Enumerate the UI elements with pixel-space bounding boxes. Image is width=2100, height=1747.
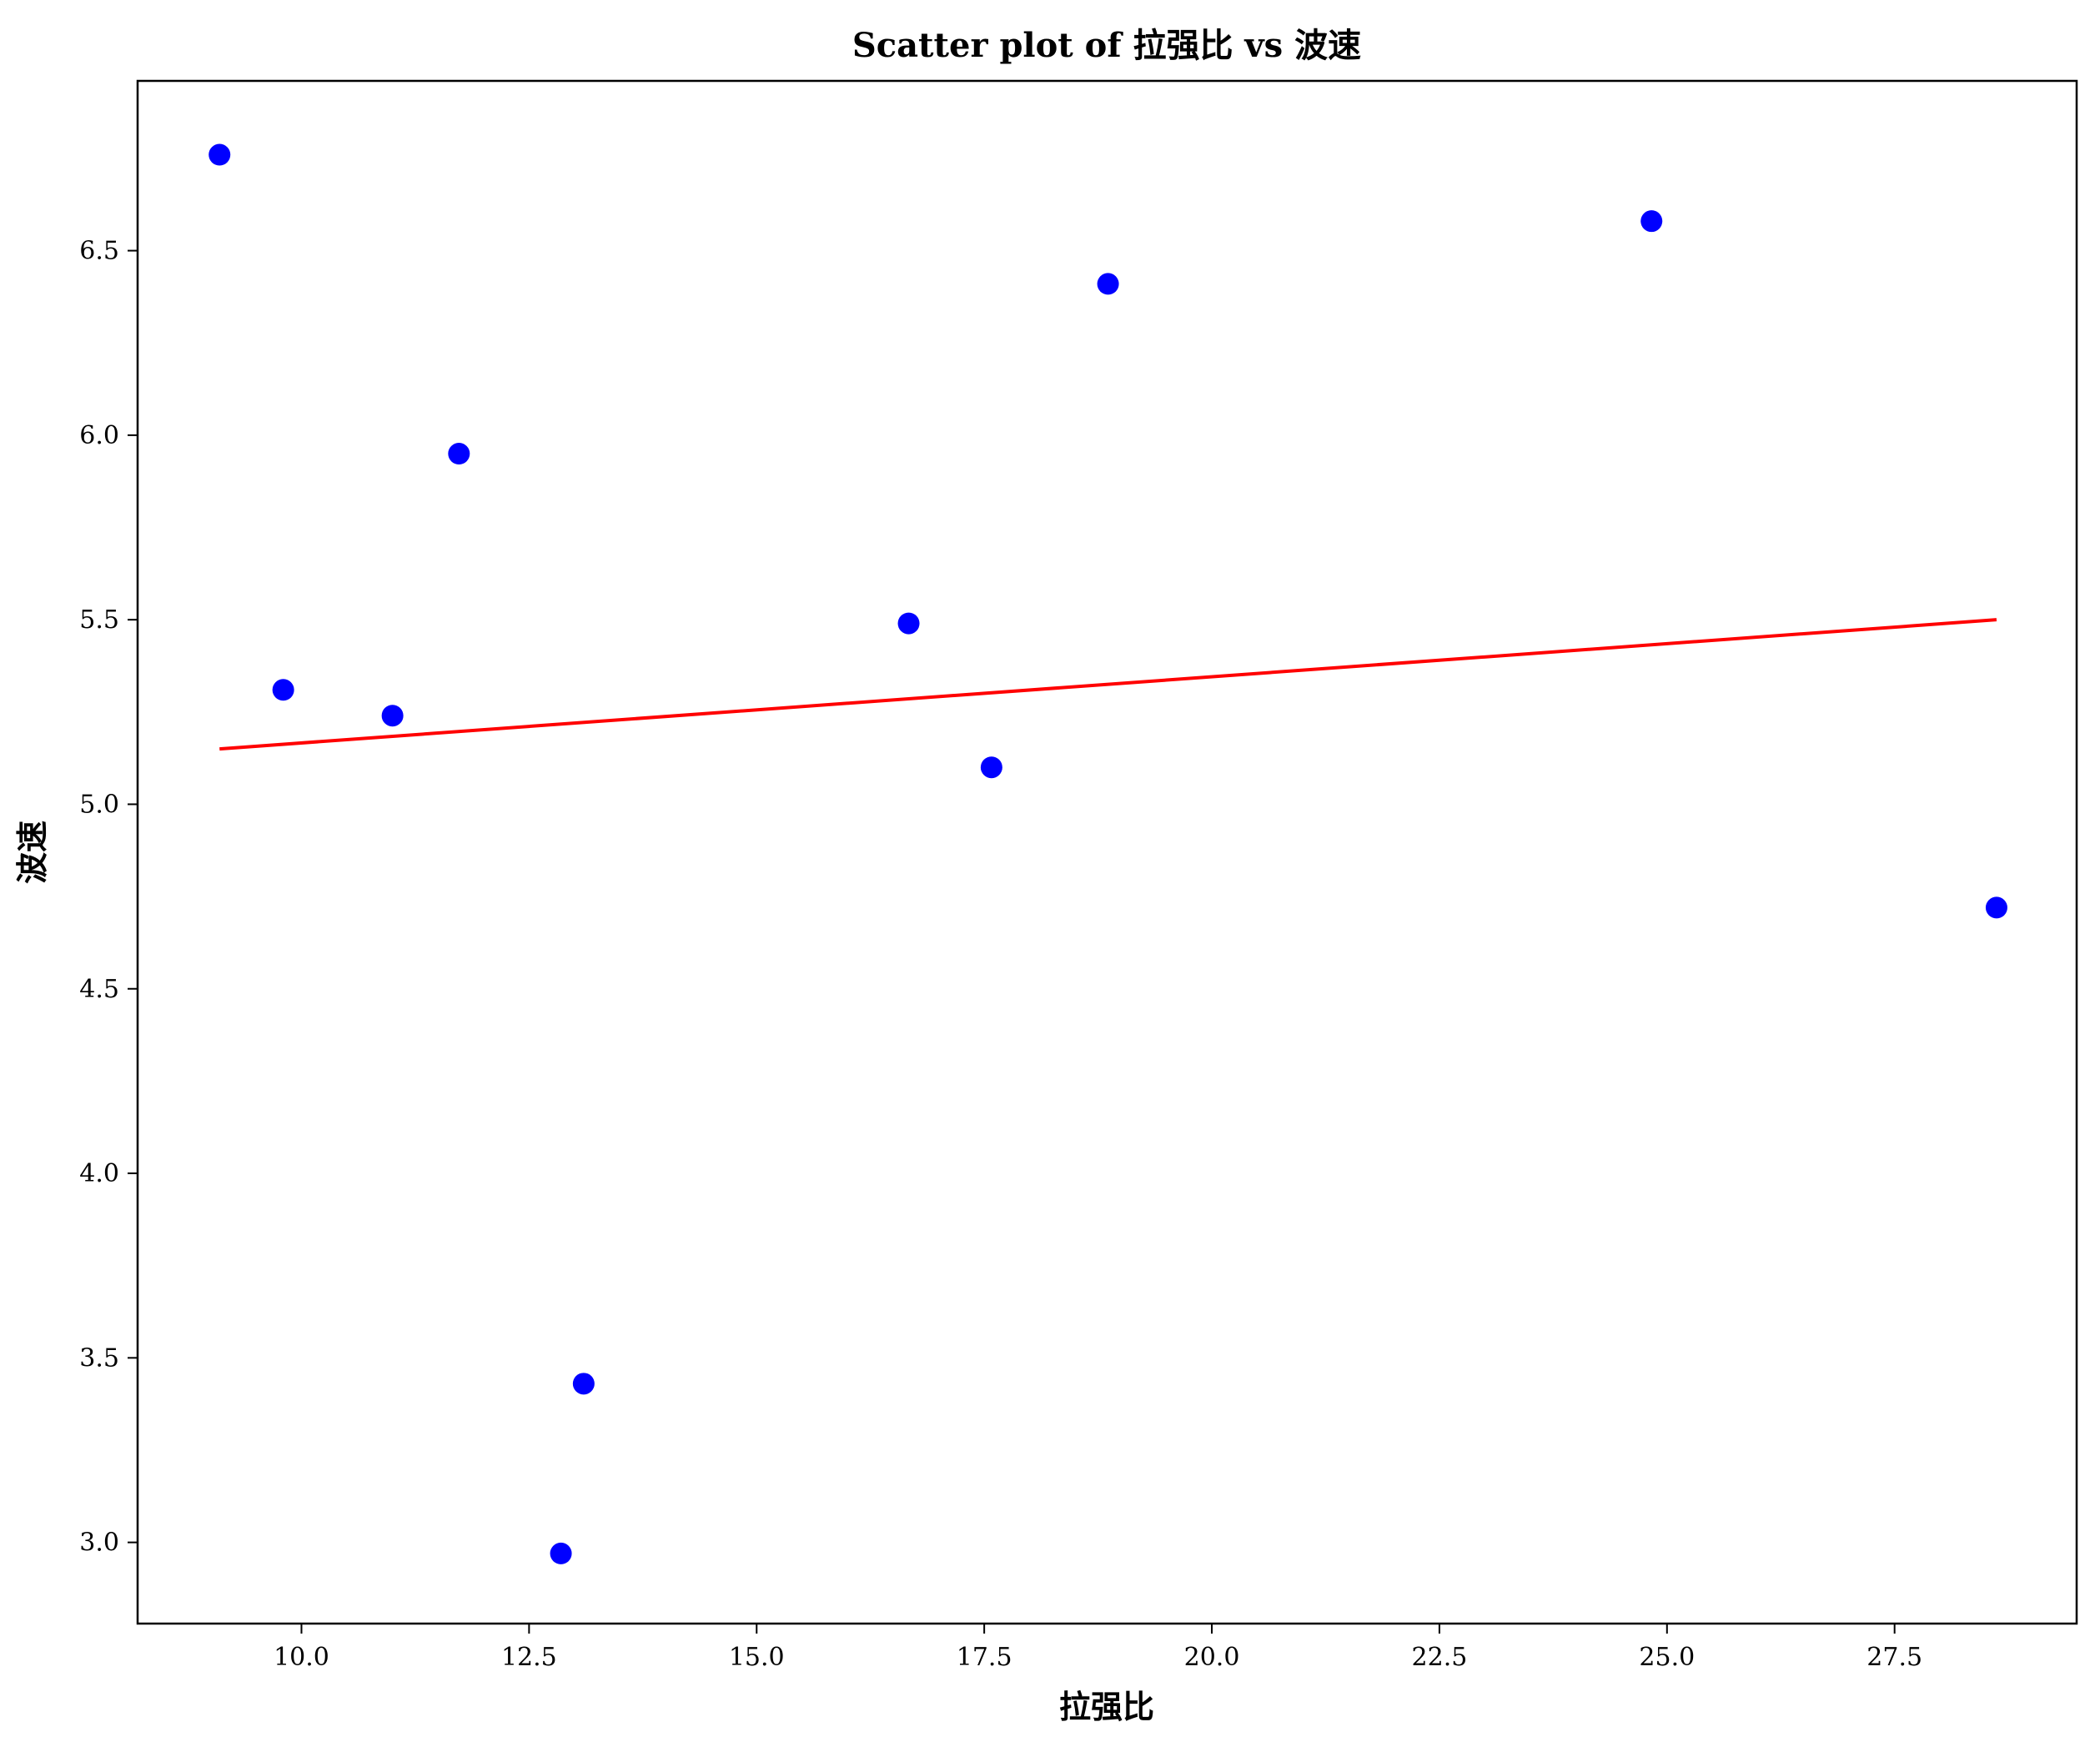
y-tick-label: 5.5 (79, 605, 119, 635)
axes-frame (136, 79, 2078, 1625)
y-tick-label: 4.0 (79, 1159, 119, 1188)
scatter-point (381, 705, 404, 727)
x-tick-label: 17.5 (957, 1643, 1012, 1672)
x-tick-label: 10.0 (274, 1643, 329, 1672)
y-tick-label: 3.5 (79, 1343, 119, 1373)
scatter-point (572, 1373, 595, 1395)
scatter-point (897, 612, 920, 635)
x-axis-label: 拉强比 (1059, 1688, 1154, 1725)
y-axis-ticks: 3.0 3.5 4.0 4.5 5.0 5.5 6.0 6.5 (79, 237, 138, 1558)
scatter-point (550, 1542, 572, 1564)
y-tick-label: 5.0 (79, 790, 119, 819)
y-tick-label: 3.0 (79, 1529, 119, 1558)
scatter-point (272, 679, 294, 701)
y-tick-label: 4.5 (79, 975, 119, 1004)
scatter-point (1985, 896, 2007, 919)
x-tick-label: 22.5 (1412, 1643, 1468, 1672)
x-tick-label: 12.5 (501, 1643, 557, 1672)
x-tick-label: 20.0 (1184, 1643, 1240, 1672)
x-tick-label: 25.0 (1639, 1643, 1695, 1672)
scatter-point (1097, 273, 1119, 295)
x-axis-ticks: 10.0 12.5 15.0 17.5 20.0 22.5 25.0 27.5 (274, 1624, 1922, 1672)
y-tick-label: 6.5 (79, 237, 119, 266)
scatter-point (980, 756, 1002, 779)
y-axis-label: 波速 (13, 821, 51, 884)
scatter-point (208, 143, 231, 166)
scatter-point (448, 443, 470, 465)
trend-line (219, 618, 1997, 751)
scatter-point (1640, 210, 1663, 233)
x-tick-label: 27.5 (1866, 1643, 1922, 1672)
x-tick-label: 15.0 (729, 1643, 785, 1672)
plot-area (208, 143, 2007, 1564)
chart-title: Scatter plot of 拉强比 vs 波速 (852, 26, 1361, 65)
y-tick-label: 6.0 (79, 421, 119, 450)
